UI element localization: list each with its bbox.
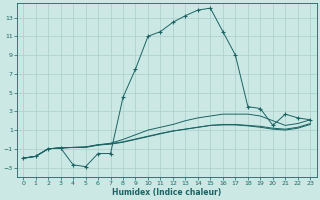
X-axis label: Humidex (Indice chaleur): Humidex (Indice chaleur) [112,188,221,197]
